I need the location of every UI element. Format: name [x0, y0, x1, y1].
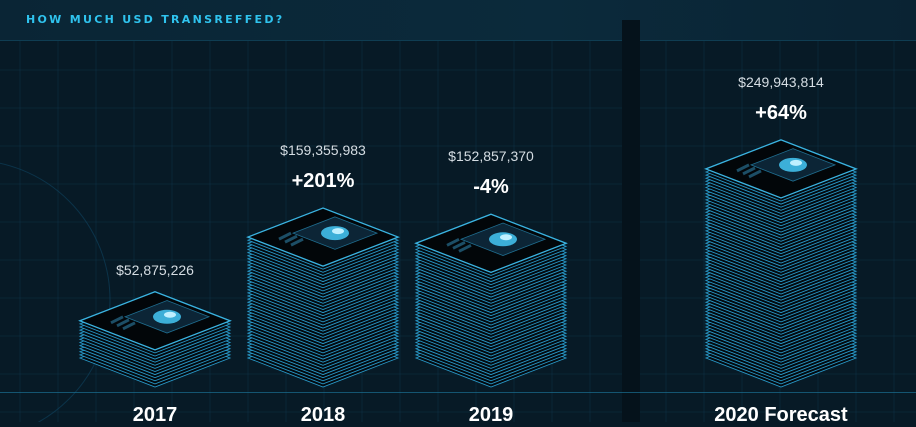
stack-slot-mark — [452, 240, 466, 250]
value-label-2020-forecast: $249,943,814 — [738, 73, 824, 90]
category-label-2019: 2019 — [468, 404, 514, 426]
change-label-2019: -4% — [473, 176, 509, 199]
emblem-highlight — [164, 311, 176, 318]
value-label-2019: $152,857,370 — [448, 148, 534, 165]
stack-slot-mark — [736, 163, 750, 173]
baseline — [0, 392, 916, 393]
bar-stack-2018 — [246, 207, 400, 388]
header-band — [0, 0, 916, 41]
category-label-2018: 2018 — [300, 404, 346, 426]
stack-slot-mark — [116, 318, 130, 328]
stack-slot-mark — [284, 234, 298, 244]
stack-slot-mark — [458, 243, 472, 253]
chart-title: HOW MUCH USD TRANSREFFED? — [26, 13, 285, 26]
emblem-highlight — [790, 159, 802, 166]
decorative-ring — [0, 162, 111, 422]
stack-slot-mark — [122, 321, 136, 331]
emblem-highlight — [500, 234, 512, 241]
bar-stack-2020-forecast — [704, 139, 858, 388]
value-label-2018: $159,355,983 — [280, 142, 366, 159]
stack-slot-mark — [290, 237, 304, 247]
stack-slot-mark — [110, 315, 124, 325]
stack-slot-mark — [446, 237, 460, 247]
change-label-2018: +201% — [291, 170, 355, 193]
stack-slot-mark — [742, 166, 756, 176]
category-label-2020-forecast: 2020 Forecast — [714, 404, 848, 426]
bar-stack-2019 — [414, 213, 568, 388]
value-label-2017: $52,875,226 — [116, 261, 194, 278]
category-label-2017: 2017 — [132, 404, 178, 426]
bar-stack-2017 — [78, 291, 232, 388]
stack-slot-mark — [278, 231, 292, 241]
forecast-divider — [622, 20, 640, 422]
stack-slot-mark — [748, 169, 762, 179]
change-label-2020-forecast: +64% — [755, 101, 807, 124]
emblem-highlight — [332, 228, 344, 235]
